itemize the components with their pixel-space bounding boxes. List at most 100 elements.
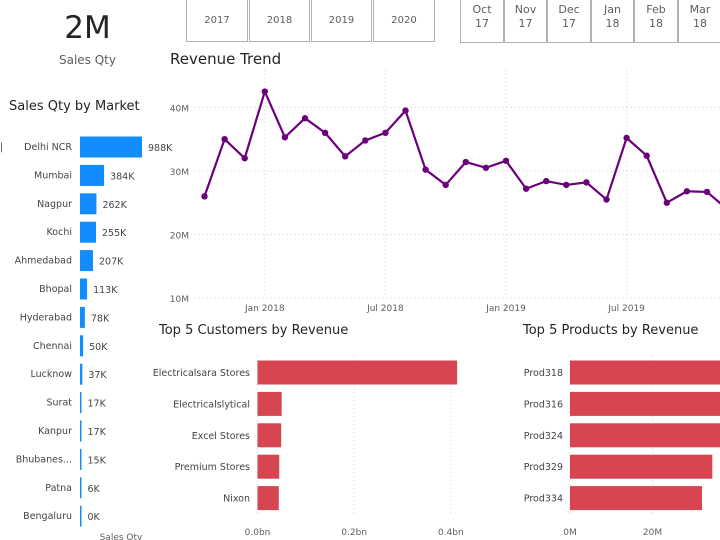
trend-data-point bbox=[543, 177, 550, 185]
customers-bar bbox=[257, 486, 279, 511]
market-value-label: 78K bbox=[91, 313, 110, 324]
market-bar bbox=[80, 278, 88, 300]
month-label: Mar bbox=[689, 3, 711, 16]
market-bar bbox=[80, 363, 83, 385]
market-category-label: Mumbai bbox=[34, 170, 72, 181]
trend-data-point bbox=[342, 153, 349, 160]
market-value-label: 262K bbox=[102, 200, 127, 211]
products-bar-chart[interactable]: 0M 20M Prod318 Prod316 Prod324 Prod329 Prod334 bbox=[524, 356, 720, 538]
customers-category-label: Electricalsara Stores bbox=[153, 368, 250, 379]
trend-data-point bbox=[462, 158, 469, 166]
market-value-label: 988K bbox=[148, 143, 173, 154]
market-value-label: 0K bbox=[88, 512, 101, 523]
month-label: Nov bbox=[514, 3, 537, 16]
trend-data-point bbox=[502, 157, 510, 164]
trend-x-tick-label: Jan 2018 bbox=[244, 304, 285, 314]
revenue-trend-chart[interactable]: 10M 20M 30M 40M Jan 2018 Jul 2018 Jan 2019 Jul … bbox=[170, 70, 720, 314]
market-category-label: Hyderabad bbox=[20, 312, 72, 323]
month-button-oct-17[interactable]: Oct 17 bbox=[460, 0, 504, 43]
market-bar bbox=[80, 335, 84, 357]
market-value-label: 37K bbox=[88, 370, 107, 381]
trend-data-point bbox=[683, 188, 691, 195]
trend-data-point bbox=[563, 181, 570, 189]
month-year: 17 bbox=[475, 17, 489, 30]
market-category-label: Ahmedabad bbox=[15, 256, 72, 267]
products-chart-title: Top 5 Products by Revenue bbox=[523, 323, 699, 338]
trend-data-point bbox=[583, 179, 590, 186]
customers-bar bbox=[257, 391, 282, 416]
customers-category-label: Nixon bbox=[223, 494, 250, 505]
trend-y-tick-label: 10M bbox=[170, 295, 189, 305]
market-category-label: Bhubanes... bbox=[16, 454, 72, 465]
trend-series-line bbox=[203, 88, 720, 205]
market-bar bbox=[80, 164, 105, 186]
trend-y-tick-label: 30M bbox=[170, 168, 189, 178]
products-category-label: Prod316 bbox=[524, 399, 563, 410]
market-x-axis-title: Sales Qty bbox=[100, 533, 143, 540]
market-bar bbox=[80, 392, 82, 414]
customers-bar-chart[interactable]: 0.0bn 0.2bn 0.4bn Electricalsara Stores Elec… bbox=[153, 356, 464, 538]
market-chart-title: Sales Qty by Market bbox=[9, 99, 140, 114]
customers-x-tick-label: 0.0bn bbox=[245, 528, 271, 538]
month-button-mar-18[interactable]: Mar 18 bbox=[678, 0, 720, 43]
customers-bar bbox=[257, 423, 282, 448]
year-button-2018[interactable]: 2018 bbox=[249, 0, 310, 42]
customers-bar bbox=[257, 454, 280, 479]
month-year: 17 bbox=[562, 17, 576, 30]
trend-data-point bbox=[623, 134, 630, 142]
market-value-label: 50K bbox=[89, 342, 108, 353]
products-bar bbox=[570, 391, 720, 416]
month-year: 18 bbox=[649, 17, 663, 30]
market-category-label: Patna bbox=[45, 483, 72, 494]
market-value-label: 384K bbox=[110, 171, 135, 182]
trend-data-point bbox=[241, 155, 248, 162]
customers-x-tick-label: 0.2bn bbox=[341, 528, 367, 538]
products-category-label: Prod329 bbox=[524, 462, 563, 473]
trend-data-point bbox=[402, 107, 409, 114]
trend-data-point bbox=[703, 188, 711, 196]
market-category-label: Surat bbox=[46, 398, 72, 409]
trend-x-tick-label: Jan 2019 bbox=[485, 304, 526, 314]
market-value-label: 255K bbox=[102, 228, 127, 239]
month-label: Jan bbox=[604, 3, 621, 16]
month-button-feb-18[interactable]: Feb 18 bbox=[634, 0, 678, 43]
trend-chart-title: Revenue Trend bbox=[170, 50, 282, 68]
trend-data-point bbox=[482, 164, 490, 171]
market-bar bbox=[80, 420, 82, 442]
year-button-2019[interactable]: 2019 bbox=[311, 0, 372, 42]
products-bar bbox=[570, 423, 720, 448]
market-category-label: Bhopal bbox=[39, 284, 72, 295]
market-category-label: Chennai bbox=[33, 341, 72, 352]
products-category-label: Prod318 bbox=[524, 368, 563, 379]
market-bar bbox=[80, 221, 97, 243]
products-bar bbox=[570, 454, 713, 479]
trend-data-point bbox=[442, 181, 449, 189]
market-category-label: Kanpur bbox=[38, 426, 72, 437]
customers-x-tick-label: 0.4bn bbox=[438, 528, 464, 538]
trend-data-point bbox=[422, 166, 429, 173]
month-year: 17 bbox=[518, 17, 533, 30]
customers-category-label: Electricalslytical bbox=[173, 399, 250, 410]
products-category-label: Prod334 bbox=[524, 494, 563, 505]
products-bar bbox=[570, 360, 720, 385]
trend-data-point bbox=[643, 152, 650, 159]
year-button-2017[interactable]: 2017 bbox=[186, 0, 248, 42]
market-bar bbox=[80, 306, 85, 328]
market-value-label: 113K bbox=[93, 285, 118, 296]
trend-data-point bbox=[321, 129, 329, 137]
month-button-dec-17[interactable]: Dec 17 bbox=[547, 0, 591, 43]
products-bar bbox=[570, 486, 702, 511]
market-value-label: 6K bbox=[88, 484, 101, 495]
month-button-jan-18[interactable]: Jan 18 bbox=[591, 0, 634, 43]
year-button-2020[interactable]: 2020 bbox=[373, 0, 435, 42]
trend-x-tick-label: Jul 2019 bbox=[607, 304, 645, 314]
market-bar-chart[interactable]: Delhi NCR 988K Mumbai 384K Nagpur 262K Kochi 25… bbox=[0, 136, 173, 540]
market-category-label: Kochi bbox=[47, 227, 72, 238]
market-bar bbox=[80, 477, 82, 499]
trend-data-point bbox=[522, 185, 530, 192]
trend-data-point bbox=[201, 193, 208, 200]
market-value-label: 207K bbox=[99, 257, 124, 268]
month-button-nov-17[interactable]: Nov 17 bbox=[504, 0, 547, 43]
month-year: 18 bbox=[693, 17, 707, 30]
